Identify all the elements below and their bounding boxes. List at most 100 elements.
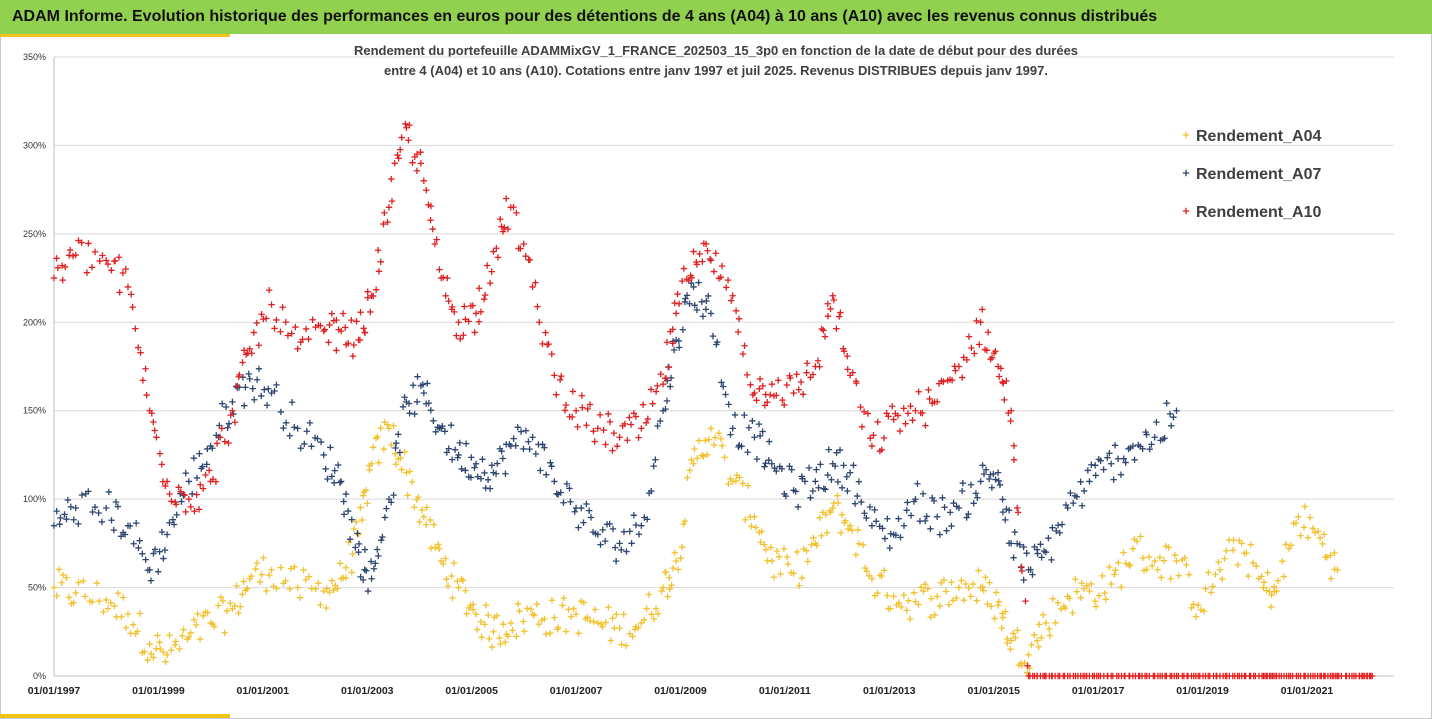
data-point (155, 568, 162, 575)
data-point (246, 345, 253, 353)
data-point (325, 339, 332, 346)
data-point (863, 568, 870, 575)
data-point (427, 516, 434, 524)
data-point (256, 578, 264, 586)
data-point (1320, 531, 1328, 538)
data-point (654, 422, 661, 430)
data-point (467, 474, 475, 481)
data-point (53, 255, 60, 262)
data-point (698, 298, 706, 306)
data-point (430, 521, 438, 528)
data-point (731, 411, 739, 419)
data-point (1049, 595, 1056, 602)
data-point (823, 529, 831, 537)
data-point (317, 601, 324, 609)
data-point (862, 564, 869, 572)
data-point (741, 342, 748, 349)
data-point (994, 469, 1002, 476)
data-point (1230, 536, 1237, 544)
data-point (846, 469, 854, 476)
data-point (669, 340, 676, 347)
data-point (379, 533, 386, 541)
data-point (59, 276, 66, 284)
data-point (471, 464, 478, 471)
data-point (626, 414, 633, 421)
data-point (654, 382, 661, 390)
data-point (260, 554, 267, 561)
data-point (773, 547, 781, 555)
data-point (1011, 528, 1018, 536)
data-point (504, 633, 512, 640)
data-point (578, 504, 585, 512)
data-point (104, 605, 112, 612)
data-point (494, 460, 501, 467)
data-point (273, 381, 280, 389)
data-point (803, 360, 811, 367)
data-point (204, 445, 211, 453)
data-point (384, 421, 391, 428)
data-point (471, 329, 478, 336)
data-point (909, 417, 916, 424)
data-point (815, 484, 822, 491)
data-point (569, 388, 577, 395)
data-point (463, 610, 470, 617)
data-point (367, 308, 374, 316)
data-point (409, 159, 416, 166)
data-point (340, 498, 347, 505)
data-point (959, 374, 966, 381)
data-point (514, 600, 522, 608)
data-point (768, 380, 776, 388)
data-point (381, 514, 389, 521)
data-point (334, 461, 342, 469)
data-point (855, 540, 863, 547)
data-point (302, 576, 310, 583)
data-point (1311, 529, 1319, 536)
data-point (253, 319, 261, 327)
data-point (486, 279, 494, 287)
data-point (751, 389, 758, 397)
data-point (551, 614, 558, 621)
data-point (622, 642, 630, 649)
data-point (440, 560, 447, 568)
data-point (472, 460, 480, 467)
data-point (292, 323, 299, 331)
data-point (1158, 574, 1165, 581)
data-point (1295, 513, 1302, 521)
data-point (1031, 631, 1038, 639)
data-point (910, 589, 918, 596)
data-point (188, 490, 196, 498)
data-point (146, 640, 153, 648)
data-point (260, 315, 267, 323)
data-point (600, 426, 607, 434)
data-point (995, 373, 1003, 380)
data-point (995, 477, 1002, 484)
data-point (1027, 566, 1034, 573)
data-point (203, 461, 210, 468)
data-point (647, 386, 655, 393)
data-point (702, 240, 710, 248)
data-point (927, 525, 934, 532)
data-point (941, 504, 948, 511)
data-point (988, 603, 995, 610)
data-point (328, 577, 336, 584)
data-point (955, 504, 963, 512)
data-point (597, 541, 604, 548)
data-point (531, 612, 538, 619)
data-point (829, 292, 836, 299)
data-point (448, 456, 456, 463)
data-point (224, 424, 231, 431)
data-point (377, 536, 385, 544)
data-point (1156, 554, 1164, 561)
x-tick-label: 01/01/2009 (654, 685, 707, 697)
data-point (948, 522, 955, 530)
data-point (836, 313, 843, 320)
data-point (526, 256, 534, 264)
data-point (734, 328, 742, 336)
data-point (778, 465, 786, 473)
data-point (922, 422, 929, 429)
data-point (672, 310, 680, 317)
data-point (659, 584, 667, 591)
data-point (1070, 499, 1077, 507)
data-point (126, 522, 134, 530)
data-point (342, 574, 350, 582)
